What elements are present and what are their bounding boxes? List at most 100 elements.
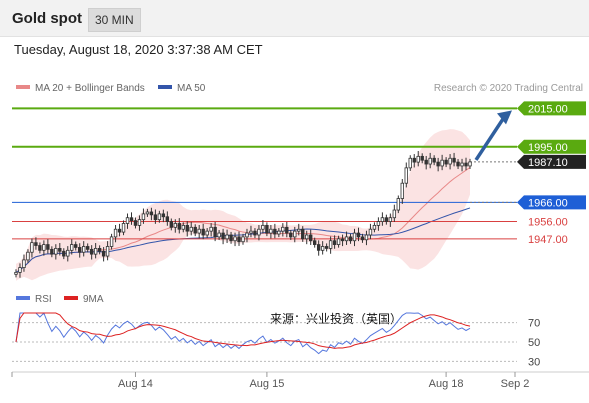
candle [125,217,130,224]
candle [26,251,30,261]
candle [117,228,122,233]
candle [464,162,468,167]
candle [384,217,389,222]
candle [309,234,313,242]
candle [153,214,158,221]
legend-swatch-rsi [16,296,30,300]
candle [364,234,369,241]
candle [340,238,345,242]
candle [38,245,42,251]
candle [312,240,317,245]
level-label-2015.00: 2015.00 [528,103,568,115]
candle [225,234,229,240]
candle [408,157,412,169]
candle [42,244,46,251]
candle [281,226,285,232]
candle [197,228,201,234]
candle [305,234,309,240]
level-label-1956.00: 1956.00 [528,217,568,229]
candle [237,236,241,243]
candle [46,244,50,250]
candle [209,226,213,232]
legend-ma20: MA 20 + Bollinger Bands [35,83,145,94]
candle [301,228,305,240]
rsi-panel: RSI 9MA 来源：兴业投资（英国） 70 50 30 [12,294,540,368]
candle [348,236,353,242]
candle [229,234,233,242]
copyright: Research © 2020 Trading Central [434,83,583,94]
candle [101,250,106,257]
x-tick-label: Sep 2 [501,378,530,390]
candle [173,223,177,228]
candle [161,213,166,218]
legend-swatch-9ma [64,296,78,300]
candle [141,213,146,221]
candle [185,224,189,232]
candle [253,230,257,236]
bollinger-band [16,129,470,281]
candle [428,157,432,165]
candle [277,230,281,235]
candle [257,228,261,236]
candle [400,182,404,199]
candle [285,226,289,234]
candle [14,271,18,275]
level-tag-2015.00 [517,101,586,116]
chart-title: Gold spot [12,10,82,27]
candle [444,159,448,165]
candle [58,248,62,252]
candle [137,219,142,226]
candle [424,159,428,165]
candle [261,224,265,230]
x-tick-label: Aug 14 [118,378,153,390]
price-plot: 2015.00 1995.00 1987.10 1966.00 1956.00 1947.… [12,101,586,281]
header-bar: Gold spot 30 MIN [0,0,589,37]
candle [85,246,90,250]
rsi-9ma-line [15,312,471,349]
candle [332,240,337,245]
candle [344,236,349,242]
level-label-1947.00: 1947.00 [528,234,568,246]
level-tag-1966.00 [517,195,586,210]
level-label-1987.10: 1987.10 [528,157,568,169]
candle [324,246,329,249]
candle [105,246,110,257]
legend-9ma: 9MA [83,294,104,305]
candle [416,155,420,163]
candle [356,232,361,238]
candle [70,244,74,251]
candle [376,221,381,226]
candle [273,228,277,235]
candle [352,232,357,242]
candle [50,248,54,255]
candle [412,157,416,163]
candle [392,209,397,219]
candle [97,248,102,252]
candle [320,246,325,251]
candle [181,224,185,230]
timeframe-badge[interactable]: 30 MIN [88,8,141,32]
candle [165,216,170,222]
candle [189,226,193,232]
forecast-arrow-head [497,110,512,125]
candle [316,244,321,251]
candle [213,226,217,238]
candle [113,228,118,238]
candle [66,249,70,257]
candle [328,240,333,249]
candle [293,230,297,238]
candle [193,226,197,234]
candle [440,159,444,167]
candle [145,211,150,215]
candle [297,228,301,232]
legend-rsi: RSI [35,294,52,305]
candle [241,236,245,243]
candle [169,221,174,228]
candle [74,244,78,248]
candle [34,242,38,246]
candle [360,236,365,241]
candle [82,246,86,253]
level-tag-1987.10 [517,154,586,169]
